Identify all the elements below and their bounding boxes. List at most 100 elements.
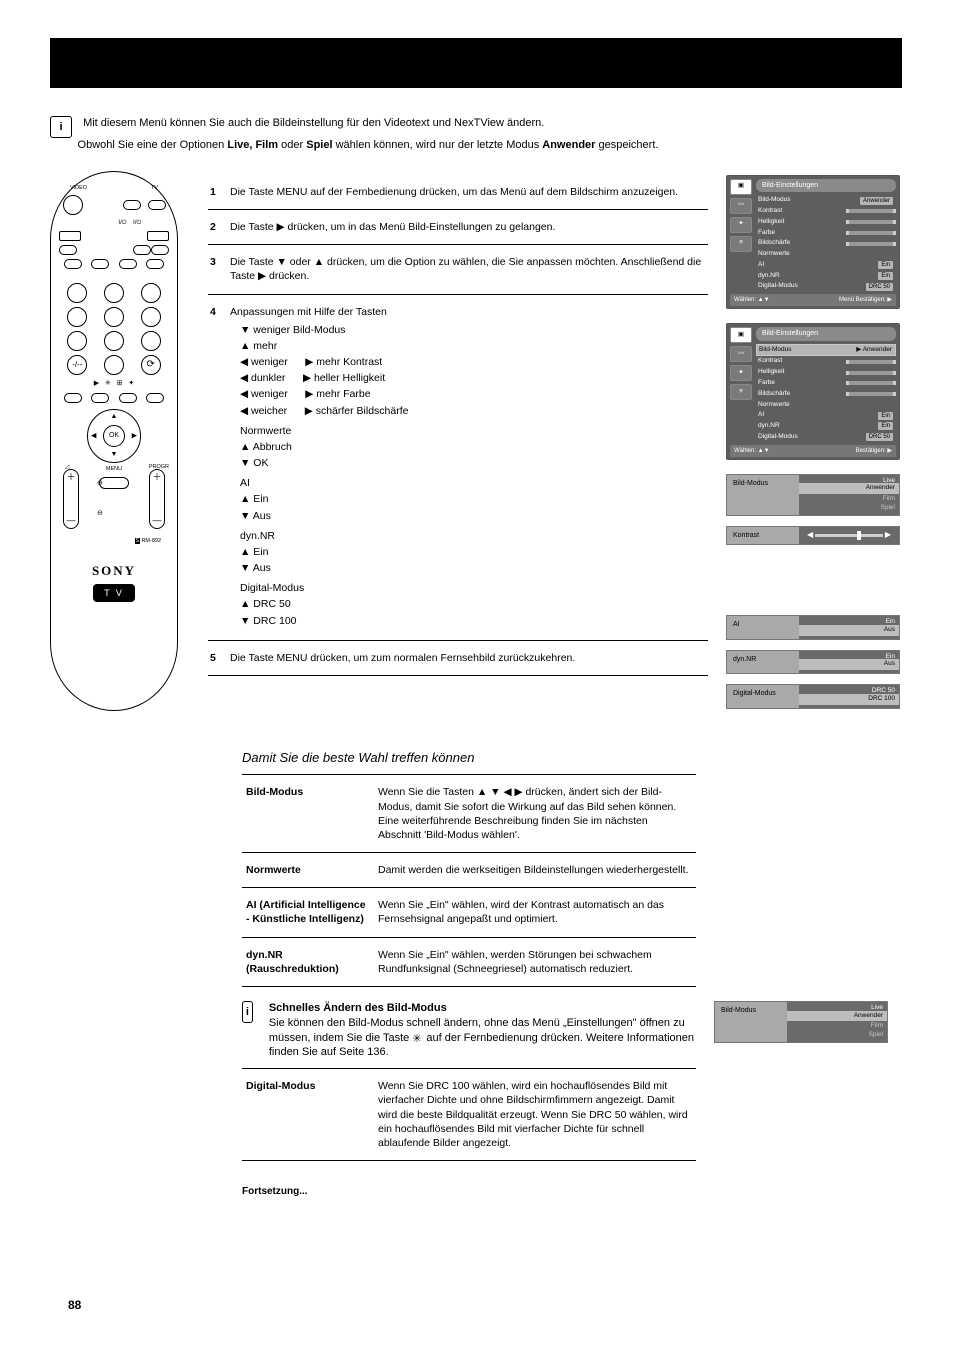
s4-dyn: dyn.NR	[240, 530, 275, 542]
num-9	[141, 331, 161, 351]
osd-title-2: Bild-Einstellungen	[756, 327, 896, 340]
mini-dyn-label: dyn.NR	[727, 651, 799, 674]
prog-rocker: ＋—	[149, 469, 165, 529]
mini-dm-100: DRC 100	[799, 694, 899, 705]
color-green	[91, 393, 109, 403]
s4-n-up: ▲ Abbruch	[240, 441, 292, 453]
desc-v-0: Wenn Sie die Tasten ▲ ▼ ◀ ▶ drücken, änd…	[374, 775, 696, 853]
osd-row-n: Normwerte	[758, 250, 790, 259]
osd-row-k: Kontrast	[758, 207, 782, 216]
s4-normwerte: Normwerte	[240, 425, 291, 437]
intro-line2-b1: Live, Film	[227, 139, 278, 151]
nav-right-icon: ▶	[132, 431, 137, 440]
desc-k-0: Bild-Modus	[242, 775, 374, 853]
mini-osd-dyn: dyn.NR EinAus	[726, 650, 900, 675]
mini-ai-aus: Aus	[799, 625, 899, 636]
mini-bm-film: Film	[803, 495, 895, 504]
desc2-v-0: Wenn Sie DRC 100 wählen, wird ein hochau…	[374, 1069, 696, 1161]
num-1	[67, 283, 87, 303]
osd2-row-ai: AI	[758, 411, 764, 420]
step-num-5: 5	[208, 640, 228, 675]
continued-label: Fortsetzung...	[242, 1185, 902, 1199]
intro-line2-s: gespeichert.	[599, 139, 659, 151]
remote-control-illustration: VIDEOTV I/⏻ I/⏻ -/--⟳ ▶ ✳ ⊞ ✦ ▲ ▼ ◀ ▶ OK	[50, 171, 178, 711]
s4-f-l: ◀ weniger	[240, 388, 288, 400]
mini-osd-bildmodus-2: Bild-Modus Live Anwender Film Spiel	[714, 1001, 888, 1043]
mini-osd-bildmodus: Bild-Modus Live Anwender Film Spiel	[726, 474, 900, 516]
s4-k-r: ▶ mehr Kontrast	[305, 356, 382, 368]
color-blue	[146, 393, 164, 403]
num-7	[67, 331, 87, 351]
osd2-tab-sound-icon: 〰	[730, 346, 752, 362]
exit-button	[146, 259, 164, 269]
osd-tab-features-icon: ✦	[730, 217, 752, 233]
nav-down-icon: ▼	[111, 450, 118, 459]
aux1-button	[133, 245, 151, 255]
osd2-row-dyn: dyn.NR	[758, 422, 780, 431]
s4-h-r: ▶ heller Helligkeit	[303, 372, 385, 384]
mini-osd-ai: AI EinAus	[726, 615, 900, 640]
osd-row-f: Farbe	[758, 229, 775, 238]
osd-row-dm: Digital-Modus	[758, 282, 798, 291]
osd2-dm-drc: DRC 50	[866, 433, 893, 441]
num-0	[104, 355, 124, 375]
step-num-2: 2	[208, 210, 228, 245]
step-num-3: 3	[208, 245, 228, 294]
step-4-intro: Anpassungen mit Hilfe der Tasten	[230, 306, 387, 318]
remote-label-video: VIDEO	[70, 186, 87, 192]
mini-bm-anwender: Anwender	[799, 483, 899, 494]
intro-line2-a: Obwohl Sie eine der Optionen	[78, 139, 228, 151]
s4-h-l: ◀ dunkler	[240, 372, 285, 384]
nav-pad: ▲ ▼ ◀ ▶ OK	[87, 409, 141, 463]
s4-ai-dn: ▼ Aus	[240, 510, 271, 522]
num-6	[141, 307, 161, 327]
mute-button	[63, 195, 83, 215]
mini2-bm-spiel: Spiel	[791, 1031, 883, 1040]
brand-label: SONY	[59, 562, 169, 580]
osd-foot-r1: Menü Bestätigen: ▶	[839, 296, 892, 304]
intro-line2-m2: wählen können, wird nur der letzte Modus	[336, 139, 543, 151]
info-icon: i	[50, 116, 72, 138]
mini2-bm-label: Bild-Modus	[715, 1002, 787, 1042]
osd-column: ▣ 〰 ✦ ≡ Bild-Einstellungen Bild-Modus Anw…	[726, 175, 902, 719]
osd-dyn-ein: Ein	[878, 272, 893, 280]
remote-label-tv: TV	[151, 186, 158, 192]
s4-dm: Digital-Modus	[240, 582, 304, 594]
info-icon-2: i	[242, 1001, 253, 1023]
intro-line1: Mit diesem Menü können Sie auch die Bild…	[83, 117, 544, 129]
osd-row-dyn: dyn.NR	[758, 272, 780, 281]
mini-kontrast-label: Kontrast	[727, 527, 799, 544]
pip-button	[59, 231, 81, 241]
info2-heading: Schnelles Ändern des Bild-Modus	[269, 1002, 447, 1014]
s4-dm-up: ▲ DRC 50	[240, 598, 291, 610]
mini2-bm-film: Film	[791, 1022, 883, 1031]
osd-tab-picture-icon: ▣	[730, 179, 752, 195]
osd-tab-setup-icon: ≡	[730, 236, 752, 252]
refresh-button: ⟳	[141, 355, 161, 375]
osd-row-bm: Bild-Modus	[758, 196, 791, 205]
ok-button: OK	[103, 425, 125, 447]
dash-button: -/--	[67, 355, 87, 375]
num-4	[67, 307, 87, 327]
step-1-text: Die Taste MENU auf der Fernbedienung drü…	[228, 175, 708, 210]
s4-dm-dn: ▼ DRC 100	[240, 615, 297, 627]
step-5-text: Die Taste MENU drücken, um zum normalen …	[228, 640, 708, 675]
step-2-text: Die Taste ▶ drücken, um in das Menü Bild…	[228, 210, 708, 245]
osd-ai-ein: Ein	[878, 261, 893, 269]
s4-down: ▼ weniger Bild-Modus	[240, 324, 346, 336]
osd2-row-dm: Digital-Modus	[758, 433, 798, 442]
osd-badge-anwender: Anwender	[860, 197, 893, 205]
source-button	[119, 259, 137, 269]
tv-power	[148, 200, 166, 210]
osd2-row-bm: Bild-Modus	[759, 346, 792, 355]
intro-block: i Mit diesem Menü können Sie auch die Bi…	[50, 116, 902, 153]
s4-up: ▲ mehr	[240, 340, 277, 352]
osd-title-1: Bild-Einstellungen	[756, 179, 896, 192]
color-red	[64, 393, 82, 403]
osd-foot-r2: Bestätigen: ▶	[856, 447, 892, 455]
aux2-button	[151, 245, 169, 255]
s4-b-r: ▶ schärfer Bildschärfe	[305, 405, 409, 417]
osd2-tab-setup-icon: ≡	[730, 384, 752, 400]
osd2-tab-features-icon: ✦	[730, 365, 752, 381]
mini-dyn-aus: Aus	[799, 659, 899, 670]
